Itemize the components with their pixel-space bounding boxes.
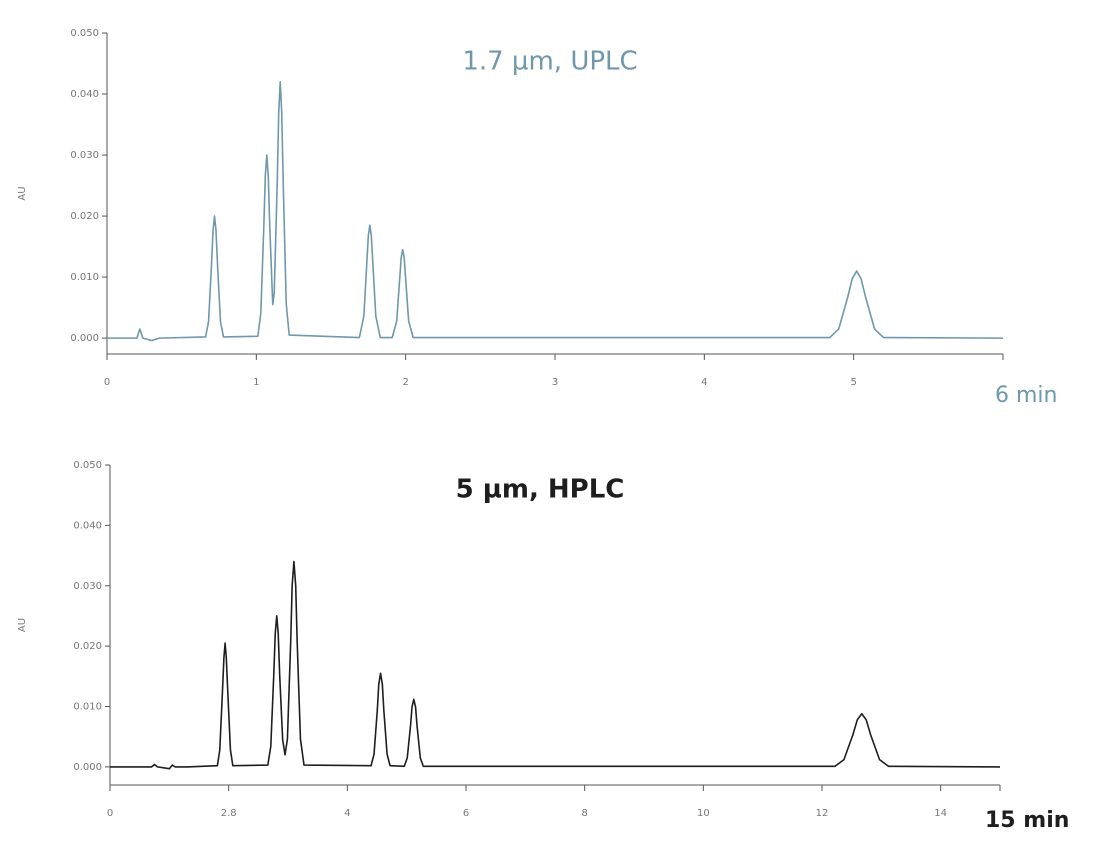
chart-title: 5 µm, HPLC <box>456 475 625 505</box>
x-tick-label: 0 <box>107 808 113 819</box>
x-tick-label: 4 <box>701 377 707 388</box>
y-tick-label: 0.040 <box>70 89 99 100</box>
x-axis-end-label: 6 min <box>995 383 1057 408</box>
y-tick-label: 0.050 <box>73 460 102 471</box>
y-axis-label: AU <box>17 618 28 632</box>
y-tick-label: 0.030 <box>70 150 99 161</box>
y-tick-label: 0.010 <box>70 272 99 283</box>
y-tick-label: 0.030 <box>73 581 102 592</box>
chromatogram-line <box>110 560 1001 770</box>
x-tick-label: 3 <box>552 377 558 388</box>
x-tick-label: 0 <box>104 377 110 388</box>
x-tick-label: 10 <box>697 808 710 819</box>
y-tick-label: 0.000 <box>70 333 99 344</box>
x-tick-label: 6 <box>463 808 469 819</box>
y-tick-label: 0.010 <box>73 702 102 713</box>
x-tick-label: 5 <box>850 377 856 388</box>
chart-title: 1.7 µm, UPLC <box>462 47 637 77</box>
x-tick-label: 2.8 <box>221 808 237 819</box>
y-tick-label: 0.050 <box>70 28 99 39</box>
x-tick-label: 1 <box>253 377 259 388</box>
y-tick-label: 0.020 <box>70 211 99 222</box>
x-tick-label: 8 <box>581 808 587 819</box>
y-tick-label: 0.020 <box>73 641 102 652</box>
chromatogram-line <box>107 81 1004 342</box>
x-tick-label: 4 <box>344 808 350 819</box>
x-tick-label: 2 <box>402 377 408 388</box>
y-tick-label: 0.000 <box>73 762 102 773</box>
x-axis-end-label: 15 min <box>985 808 1069 833</box>
y-axis-label: AU <box>17 186 28 200</box>
x-tick-label: 14 <box>934 808 947 819</box>
y-tick-label: 0.040 <box>73 520 102 531</box>
x-tick-label: 12 <box>816 808 829 819</box>
